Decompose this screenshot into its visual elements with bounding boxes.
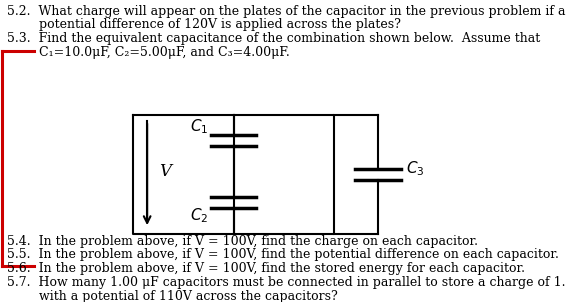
Text: 5.6.  In the problem above, if V = 100V, find the stored energy for each capacit: 5.6. In the problem above, if V = 100V, … <box>7 262 525 275</box>
Text: potential difference of 120V is applied across the plates?: potential difference of 120V is applied … <box>7 18 401 31</box>
Text: $C_1$: $C_1$ <box>190 117 208 136</box>
Text: $C_2$: $C_2$ <box>190 207 208 225</box>
Text: $C_3$: $C_3$ <box>406 159 425 178</box>
Text: 5.3.  Find the equivalent capacitance of the combination shown below.  Assume th: 5.3. Find the equivalent capacitance of … <box>7 32 540 45</box>
Text: V: V <box>160 163 171 180</box>
Text: 5.2.  What charge will appear on the plates of the capacitor in the previous pro: 5.2. What charge will appear on the plat… <box>7 5 565 18</box>
Text: with a potential of 110V across the capacitors?: with a potential of 110V across the capa… <box>7 290 337 302</box>
Text: 5.5.  In the problem above, if V = 100V, find the potential difference on each c: 5.5. In the problem above, if V = 100V, … <box>7 248 559 261</box>
Text: 5.7.  How many 1.00 μF capacitors must be connected in parallel to store a charg: 5.7. How many 1.00 μF capacitors must be… <box>7 276 566 289</box>
Text: 5.4.  In the problem above, if V = 100V, find the charge on each capacitor.: 5.4. In the problem above, if V = 100V, … <box>7 235 478 248</box>
Text: C₁=10.0μF, C₂=5.00μF, and C₃=4.00μF.: C₁=10.0μF, C₂=5.00μF, and C₃=4.00μF. <box>7 46 290 59</box>
